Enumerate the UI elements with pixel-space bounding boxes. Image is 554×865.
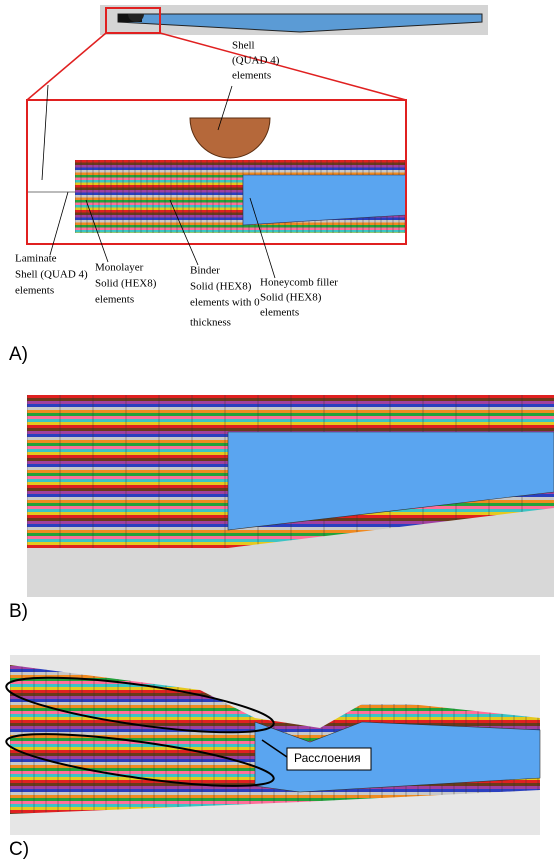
annotation: Binder: [190, 265, 220, 277]
annotation: Laminate: [15, 253, 57, 265]
ply: [27, 395, 554, 398]
ply: [75, 228, 406, 231]
annotation: Solid (HEX8): [95, 278, 157, 290]
ply: [10, 723, 540, 726]
ply: [27, 416, 554, 419]
annotation: elements: [260, 307, 299, 319]
annotation: Solid (HEX8): [260, 292, 322, 304]
annotation: Расслоения: [294, 751, 361, 765]
ply: [27, 419, 554, 422]
ply: [27, 425, 554, 428]
annotation: Shell (QUAD 4): [15, 269, 88, 281]
annotation: elements with 0: [190, 297, 260, 309]
annotation: elements: [95, 294, 134, 306]
ply: [27, 407, 554, 410]
ply: [75, 220, 406, 223]
annotation: thickness: [190, 317, 231, 329]
ply: [75, 170, 406, 173]
ply: [27, 413, 554, 416]
ply: [27, 410, 554, 413]
panel-label: C): [9, 839, 29, 860]
annotation: Honeycomb filler: [260, 277, 338, 289]
annotation: Solid (HEX8): [190, 281, 252, 293]
annotation: Shell: [232, 40, 255, 52]
zoom-line: [27, 33, 106, 100]
figure: Shell (QUAD 4) elements Laminate Shell (QUAD…: [0, 0, 554, 865]
panel-label: B): [9, 601, 28, 622]
ply: [75, 163, 406, 166]
ply: [75, 173, 406, 176]
ply: [27, 404, 554, 407]
ply: [75, 233, 406, 236]
annotation: (QUAD 4): [232, 55, 280, 67]
annotation: Monolayer: [95, 262, 144, 274]
ply: [27, 398, 554, 401]
ply: [27, 428, 554, 431]
annotation: elements: [15, 285, 54, 297]
panel-label: A): [9, 344, 28, 365]
ply: [75, 225, 406, 228]
ply: [75, 223, 406, 226]
ply: [75, 230, 406, 233]
annotation: elements: [232, 70, 271, 82]
zoom-line: [160, 33, 406, 100]
ply: [27, 401, 554, 404]
ply: [10, 789, 540, 792]
ply: [75, 160, 406, 163]
ply: [75, 168, 406, 171]
impactor: [190, 118, 270, 158]
ply: [27, 422, 554, 425]
ply: [75, 165, 406, 168]
